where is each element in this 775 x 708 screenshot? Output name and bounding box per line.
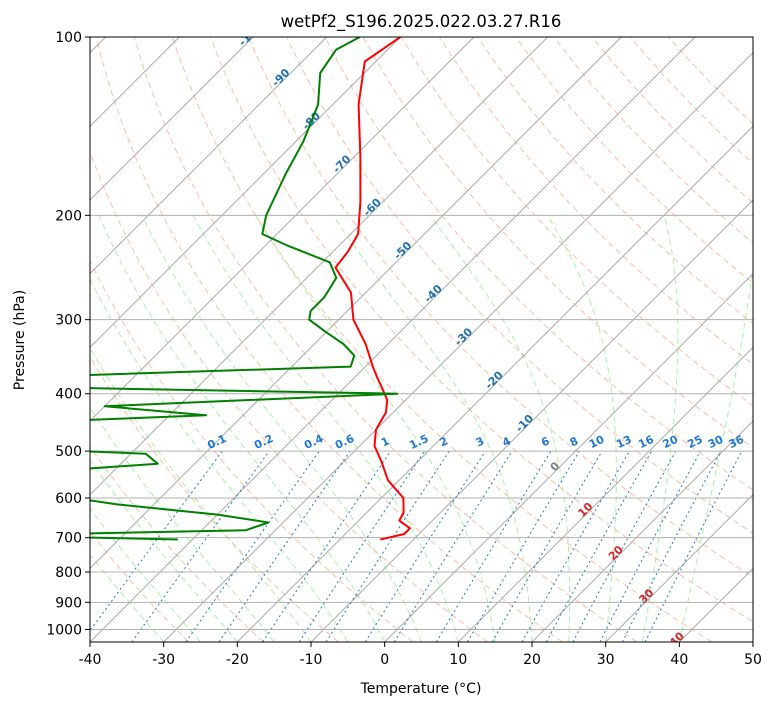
chart-title: wetPf2_S196.2025.022.03.27.R16 xyxy=(281,12,562,32)
y-tick-label: 200 xyxy=(55,208,82,224)
plot-frame xyxy=(89,36,754,643)
mixing-ratio-line xyxy=(621,450,722,642)
mixing-ratio-line xyxy=(364,450,486,642)
mixing-ratio-label: 13 xyxy=(614,433,633,451)
x-axis-ticks: -40 -30 -20 -10 0 10 20 30 40 50 xyxy=(79,642,762,668)
mixing-ratio-label: 25 xyxy=(685,433,704,451)
moist-adiabat xyxy=(90,278,349,642)
dry-adiabat xyxy=(515,37,753,284)
moist-adiabat xyxy=(192,215,459,642)
x-axis-title: Temperature (°C) xyxy=(360,681,482,697)
y-tick-label: 600 xyxy=(55,491,82,507)
x-tick-label: -10 xyxy=(300,652,323,668)
isotherm-line xyxy=(531,420,753,642)
moist-adiabat xyxy=(678,263,753,642)
y-axis-ticks: 100 200 300 400 500 600 700 800 900 1000 xyxy=(46,30,90,638)
mixing-ratio-line xyxy=(467,450,580,642)
pressure-gridlines xyxy=(90,37,753,630)
isotherm-line xyxy=(384,273,753,642)
y-tick-label: 900 xyxy=(55,595,82,611)
dry-adiabat xyxy=(171,37,712,642)
x-tick-label: 10 xyxy=(449,652,467,668)
isotherm-line xyxy=(90,37,401,348)
mixing-ratio-line xyxy=(599,450,701,642)
mixing-ratio-line xyxy=(298,450,425,642)
isotherm-line xyxy=(90,37,548,496)
x-tick-label: -30 xyxy=(152,652,175,668)
moist-adiabat xyxy=(90,347,312,642)
mixing-ratio-line xyxy=(90,450,223,632)
mixing-ratio-line xyxy=(572,450,677,642)
mixing-ratio-line xyxy=(435,450,552,642)
mixing-ratio-label: 30 xyxy=(706,433,726,451)
dewpoint-trace xyxy=(90,37,399,541)
moist-adiabat xyxy=(90,459,238,642)
moist-adiabat xyxy=(546,215,617,642)
x-tick-label: 20 xyxy=(523,652,541,668)
isotherm-line xyxy=(458,346,753,642)
mixing-ratio-line xyxy=(491,450,603,642)
moist-adiabat xyxy=(98,215,386,642)
mixing-ratio-label: 10 xyxy=(587,433,607,451)
isotherm-line xyxy=(90,37,696,642)
dry-adiabat xyxy=(133,37,638,642)
isotherm-line xyxy=(605,494,753,642)
x-tick-label: 40 xyxy=(670,652,688,668)
mixing-ratio-line xyxy=(185,450,320,642)
mixing-ratio-line xyxy=(393,450,513,642)
sounding-traces xyxy=(90,37,411,541)
dry-adiabat xyxy=(90,259,414,642)
y-tick-label: 300 xyxy=(55,313,82,329)
mixing-ratio-line xyxy=(521,450,630,642)
x-tick-label: -40 xyxy=(79,652,102,668)
isotherm-label: -100 xyxy=(236,20,265,49)
y-tick-label: 100 xyxy=(55,30,82,46)
background-lines xyxy=(90,37,753,642)
dry-adiabat xyxy=(324,37,753,491)
x-tick-label: 30 xyxy=(597,652,615,668)
x-tick-label: 0 xyxy=(380,652,389,668)
mixing-ratio-label: 20 xyxy=(661,433,681,451)
dry-adiabat xyxy=(95,37,563,642)
x-tick-label: -20 xyxy=(226,652,249,668)
isotherm-line xyxy=(90,37,622,569)
mixing-ratio-label: 36 xyxy=(727,433,747,451)
y-tick-label: 800 xyxy=(55,565,82,581)
dry-adiabat xyxy=(210,37,753,623)
moist-adiabat xyxy=(429,215,571,642)
mixing-ratio-line xyxy=(545,450,653,642)
y-axis-title: Pressure (hPa) xyxy=(12,290,28,390)
mixing-ratio-line xyxy=(325,450,450,642)
y-tick-label: 400 xyxy=(55,387,82,403)
mixing-ratio-label: 16 xyxy=(636,433,656,451)
x-tick-label: 50 xyxy=(744,652,762,668)
dry-adiabat xyxy=(90,445,264,642)
moist-adiabat xyxy=(642,215,679,642)
isotherm-line xyxy=(310,199,753,642)
y-tick-label: 700 xyxy=(55,531,82,547)
mixing-ratio-line xyxy=(131,450,270,642)
isotherm-line xyxy=(163,52,753,642)
mixing-ratio-line xyxy=(644,450,743,642)
y-tick-label: 500 xyxy=(55,444,82,460)
isotherm-line xyxy=(237,125,753,642)
y-tick-label: 1000 xyxy=(46,622,82,638)
moist-adiabat xyxy=(332,215,533,642)
dry-adiabat xyxy=(248,37,753,578)
moist-adiabat xyxy=(141,215,422,642)
isotherm-line xyxy=(90,37,327,275)
temperature-trace xyxy=(334,37,411,541)
dry-adiabat xyxy=(286,37,753,534)
isotherm-line xyxy=(90,37,475,422)
isotherm-line xyxy=(90,37,254,201)
